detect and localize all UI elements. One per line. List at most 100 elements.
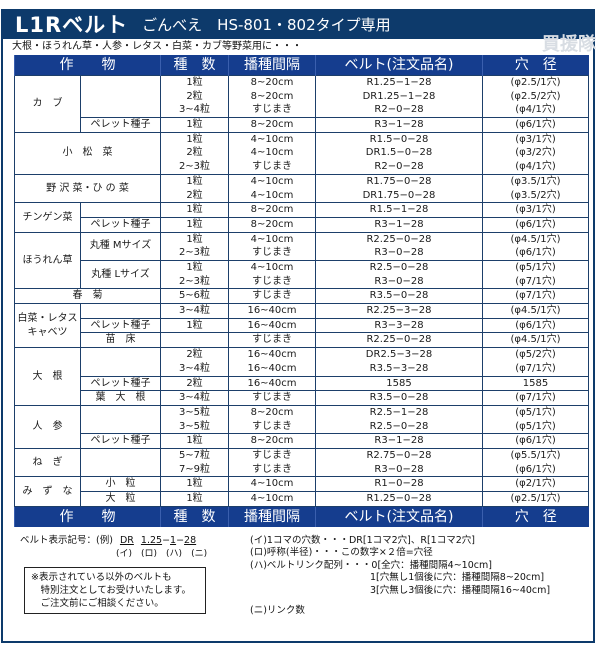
hole-value: (φ6/1穴) (515, 435, 556, 447)
seeds-cell: 1粒 2粒 3~4粒 (160, 74, 229, 119)
seeds-value: 2~3粒 (178, 275, 211, 287)
spacing-value: すじまき (252, 392, 292, 404)
explain-line: (ロ)呼称(半径)・・・この数字×２倍=穴径 (250, 547, 433, 559)
spacing-value: 8~20cm (250, 77, 294, 88)
seeds-value: 2~3粒 (178, 161, 211, 173)
belt-value: R2.25−3−28 (366, 305, 432, 317)
crop-variety: ペレット種子 (80, 317, 161, 334)
spacing-cell: 4~10cm 4~10cm すじまき (228, 131, 316, 175)
seeds-value: 1粒 (186, 319, 203, 331)
belt-cell: R3.5−0−28 (315, 390, 483, 406)
footer-header-belt: ベルト(注文品名) (315, 506, 483, 527)
seeds-value: 3~5粒 (178, 420, 211, 432)
crop-name: カ ブ (14, 75, 81, 133)
spacing-cell: すじまき (228, 288, 316, 305)
seeds-cell: 3~5粒 3~5粒 (160, 404, 229, 435)
legend-sep: − (176, 534, 185, 546)
footer-header-crop: 作 物 (14, 506, 161, 527)
crop-name: 大 根 (14, 347, 81, 406)
header-seeds: 種 数 (160, 55, 229, 76)
hole-value: (φ6/1穴) (515, 119, 556, 131)
explain-line: (ニ)リンク数 (250, 605, 305, 617)
spacing-value: すじまき (252, 275, 292, 287)
table-row: 大 粒 1粒 4~10cm R1.25−0−28 (φ2.5/1穴) (15, 491, 589, 507)
crop-name-line: チンゲン菜 (22, 211, 73, 223)
hole-value: (φ2.5/1穴) (510, 77, 561, 88)
spacing-value: 16~40cm (247, 319, 297, 331)
header-hole: 穴 径 (482, 55, 589, 76)
hole-cell: (φ7/1穴) (482, 288, 589, 305)
belt-value: R1.5−1−28 (369, 204, 429, 216)
legend-label: ベルト表示記号：(例) (20, 534, 113, 546)
spacing-value: 4~10cm (250, 189, 294, 201)
table-row: 人 参 3~5粒 3~5粒 8~20cm すじまき R2.5−1−28 R2.5−0−28 (… (14, 404, 589, 450)
spacing-value: 4~10cm (250, 133, 294, 145)
table-row: ペレット種子 1粒 16~40cm R3−3−28 (φ6/1穴) (15, 317, 589, 334)
seeds-value: 1粒 (186, 435, 203, 447)
spacing-value: すじまき (252, 463, 292, 475)
belt-cell: R3−1−28 (315, 433, 483, 449)
hole-cell: (φ6/1穴) (482, 433, 589, 449)
seeds-cell: 2粒 (160, 375, 229, 392)
seeds-cell: 1粒 2粒 (160, 173, 229, 204)
hole-value: (φ2.5/2穴) (510, 90, 561, 102)
usage-note: 大根・ほうれん草・人参・レタス・白菜・カブ等野菜用に・・・ (12, 41, 302, 52)
hole-value: (φ2.5/1穴) (510, 493, 561, 505)
table-row: カ ブ 1粒 2粒 3~4粒 8~20cm 8~20cm すじまき R1.25−1−28 DR1… (14, 74, 589, 133)
hole-cell: (φ5/1穴) (φ5/1穴) (482, 404, 589, 435)
seeds-value: 3~4粒 (178, 392, 211, 404)
seeds-cell: 1粒 (160, 317, 229, 334)
spacing-value: すじまき (252, 334, 292, 346)
notice-line: 特別注文としてお受けいたします。 (31, 584, 191, 596)
belt-value: R3.5−3−28 (369, 362, 429, 374)
belt-cell: R2.5−0−28 R3−0−28 (315, 259, 483, 290)
spacing-value: 16~40cm (247, 305, 297, 317)
belt-value: R3.5−0−28 (369, 392, 429, 404)
belt-cell: R1.25−0−28 (315, 491, 483, 507)
spacing-value: すじまき (252, 247, 292, 259)
table-header: 作 物 種 数 播種間隔 ベルト(注文品名) 穴 径 (14, 55, 589, 76)
crop-name: 人 参 (14, 404, 81, 450)
explain-line: 1[穴無し1個後に穴：播種間隔8~20cm] (370, 572, 545, 584)
hole-value: (φ5/1穴) (515, 420, 556, 432)
crop-variety: 丸種 Lサイズ (80, 259, 161, 290)
hole-cell: (φ6/1穴) (482, 216, 589, 233)
spacing-value: 4~10cm (250, 478, 294, 490)
hole-value: (φ7/1穴) (515, 392, 556, 404)
belt-value: R1−0−28 (374, 478, 424, 490)
crop-variety: 苗 床 (80, 332, 161, 349)
footer-header-spacing: 播種間隔 (228, 506, 316, 527)
seeds-cell: 1粒 (160, 202, 229, 218)
hole-value: (φ3/1穴) (515, 133, 556, 145)
belt-table: 作 物 種 数 播種間隔 ベルト(注文品名) 穴 径 カ ブ 1粒 2粒 3~4粒 8~… (14, 55, 589, 507)
seeds-value: 1粒 (186, 119, 203, 131)
seeds-cell: 1粒 (160, 476, 229, 493)
crop-name-line: み ず な (22, 485, 73, 497)
crop-variety (80, 347, 161, 377)
hole-value: (φ2/1穴) (515, 478, 556, 490)
spacing-value: すじまき (252, 161, 292, 173)
belt-value: R2.25−0−28 (366, 233, 432, 245)
belt-value: R2.5−0−28 (369, 420, 429, 432)
hole-value: (φ7/1穴) (515, 290, 556, 302)
crop-name-line: 小 松 菜 (62, 147, 113, 159)
seeds-cell: 3~4粒 (160, 303, 229, 319)
seeds-value: 3~5粒 (178, 406, 211, 418)
belt-cell: R3−3−28 (315, 317, 483, 334)
seeds-cell: 1粒 (160, 433, 229, 449)
belt-cell: DR2.5−3−28 R3.5−3−28 (315, 347, 483, 377)
belt-value: R3−0−28 (374, 463, 424, 475)
hole-value: (φ4/1穴) (515, 104, 556, 116)
spacing-cell: 16~40cm (228, 375, 316, 392)
seeds-cell: 1粒 2粒 2~3粒 (160, 131, 229, 175)
hole-cell: 1585 (482, 375, 589, 392)
hole-value: (φ5/2穴) (515, 349, 556, 361)
crop-variety: 丸種 Mサイズ (80, 231, 161, 261)
seeds-value: 1粒 (186, 261, 203, 273)
spacing-cell: すじまき すじまき (228, 447, 316, 478)
page-frame (1, 9, 595, 643)
seeds-value (161, 333, 228, 347)
seeds-cell: 2粒 3~4粒 (160, 347, 229, 377)
spacing-cell: 16~40cm 16~40cm (228, 347, 316, 377)
hole-cell: (φ4.5/1穴) (φ6/1穴) (482, 231, 589, 261)
